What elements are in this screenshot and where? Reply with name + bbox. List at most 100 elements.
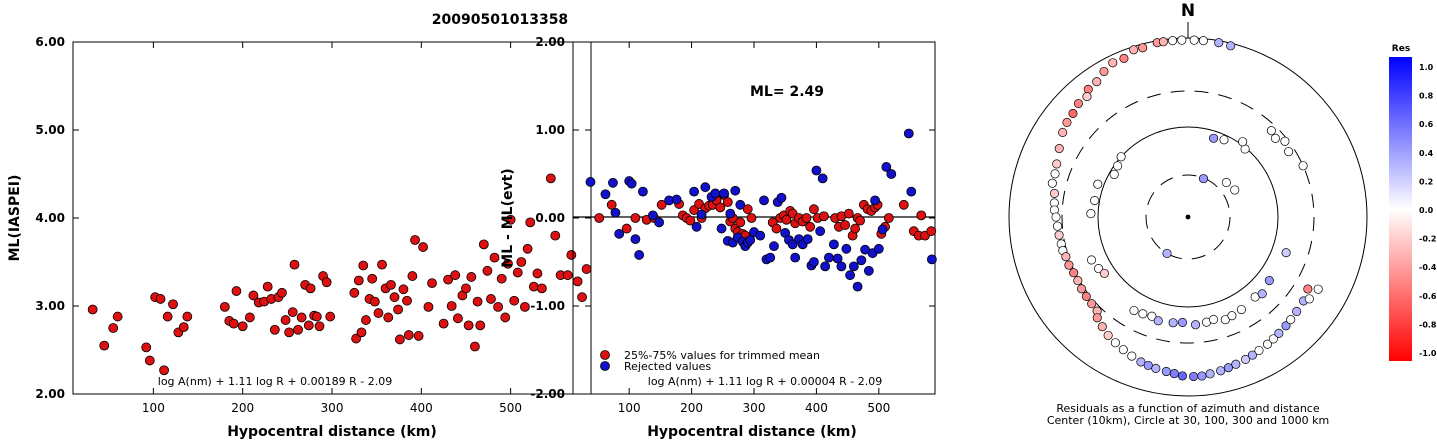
trimmed-mean-point <box>898 199 909 210</box>
ml-point <box>394 334 405 345</box>
rejected-point <box>585 177 596 187</box>
trimmed-mean-point <box>771 223 782 234</box>
colorbar-tick-label: 1.0 <box>1419 63 1434 72</box>
rejected-point <box>716 223 727 234</box>
residual-point <box>1313 284 1323 294</box>
rejected-point <box>906 186 917 197</box>
rejected-point <box>877 224 888 235</box>
ml-point <box>402 295 412 306</box>
chart2-formula: log A(nm) + 1.11 log R + 0.00004 R - 2.0… <box>648 375 882 388</box>
legend-marker-rejected <box>600 361 610 371</box>
colorbar-tick-label: 0.0 <box>1419 206 1434 215</box>
colorbar-tick-label: -1.0 <box>1419 349 1437 358</box>
ml-point <box>289 259 300 270</box>
rejected-point <box>828 239 839 250</box>
residual-point <box>1064 260 1074 270</box>
residual-point <box>1090 195 1100 206</box>
ml-point <box>108 323 119 333</box>
residual-point <box>1097 322 1107 332</box>
ml-point <box>231 286 242 296</box>
polar-points <box>1047 35 1323 382</box>
rejected-point <box>787 239 798 250</box>
ring-30km <box>1145 174 1231 260</box>
rejected-point <box>689 186 699 197</box>
residual-point <box>1240 354 1251 364</box>
residual-point <box>1198 174 1209 184</box>
ml-point <box>413 331 424 341</box>
ml-point <box>280 315 291 325</box>
legend-marker-trimmed-mean <box>600 350 610 360</box>
rejected-point <box>820 261 831 272</box>
ml-point <box>287 307 298 318</box>
residual-point <box>1208 314 1219 325</box>
trimmed-mean-point <box>926 226 937 237</box>
chart1-xtick-label: 200 <box>231 401 254 415</box>
residual-point <box>1209 133 1219 143</box>
north-label: N <box>1181 1 1195 21</box>
colorbar-tick-label: -0.8 <box>1419 320 1437 329</box>
residual-point <box>1138 43 1148 53</box>
trimmed-mean-point <box>916 210 927 221</box>
rejected-point <box>614 228 625 239</box>
ml-point <box>469 341 480 352</box>
rejected-point <box>926 254 937 265</box>
ml-point <box>475 320 486 331</box>
colorbar-strip <box>1389 57 1412 361</box>
ml-point <box>356 327 367 338</box>
trimmed-mean-point <box>715 202 726 213</box>
residual-point <box>1254 345 1264 356</box>
residual-colorbar: Res 1.0 0.8 0.6 0.4 0.2 0.0 -0.2 -0.4 -0.6 -0.8 -1… <box>1389 44 1437 361</box>
ml-point <box>99 340 110 351</box>
rejected-point <box>638 186 648 197</box>
chart1-xtick-label: 500 <box>499 401 522 415</box>
ml-point <box>178 322 189 333</box>
chart1-ticks: 100 200 300 400 500 2.00 3.00 4.00 5.00 6.00 <box>35 35 591 415</box>
residual-point <box>1136 357 1146 367</box>
residual-point <box>1292 306 1302 317</box>
rejected-point <box>769 241 779 252</box>
trimmed-mean-point <box>850 223 861 234</box>
residual-point <box>1138 309 1148 319</box>
residual-point <box>1147 311 1157 321</box>
ml-point <box>314 321 325 332</box>
rejected-point <box>870 195 880 206</box>
ml-point <box>418 242 428 252</box>
rejected-point <box>832 253 843 264</box>
residual-point <box>1073 276 1083 286</box>
residual-point <box>1162 248 1172 258</box>
residual-point <box>1257 289 1267 299</box>
ml-point <box>237 321 248 332</box>
ml-point <box>182 311 193 322</box>
residual-point <box>1281 248 1291 258</box>
ml-point <box>466 272 477 282</box>
residual-point <box>1214 38 1224 48</box>
residual-point <box>1230 185 1240 195</box>
ml-point <box>369 296 380 307</box>
ml-point <box>389 292 400 303</box>
residual-point <box>1086 209 1096 219</box>
residual-point <box>1127 351 1137 361</box>
trimmed-mean-point <box>656 199 667 210</box>
trimmed-mean-point <box>809 204 819 215</box>
center-dot <box>1185 214 1191 220</box>
ring-1000km <box>1008 37 1368 397</box>
ml-point <box>581 264 592 274</box>
ml-point <box>321 277 332 288</box>
ml-point <box>141 342 152 353</box>
residual-point <box>1189 371 1199 382</box>
ml-point <box>367 273 378 284</box>
colorbar-tick-label: -0.4 <box>1419 263 1437 272</box>
rejected-point <box>671 194 682 205</box>
ml-point <box>87 304 98 315</box>
ml-point <box>351 333 362 344</box>
residual-point <box>1158 37 1168 47</box>
rejected-point <box>691 221 702 232</box>
rejected-point <box>600 189 611 200</box>
polar-caption-line2: Center (10km), Circle at 30, 100, 300 an… <box>1047 414 1329 427</box>
residual-point <box>1087 299 1097 309</box>
residual-point <box>1051 212 1061 222</box>
rejected-point <box>765 252 776 263</box>
residual-point <box>1119 53 1129 64</box>
residual-point <box>1223 363 1233 373</box>
colorbar-tick-label: 0.2 <box>1419 177 1433 186</box>
